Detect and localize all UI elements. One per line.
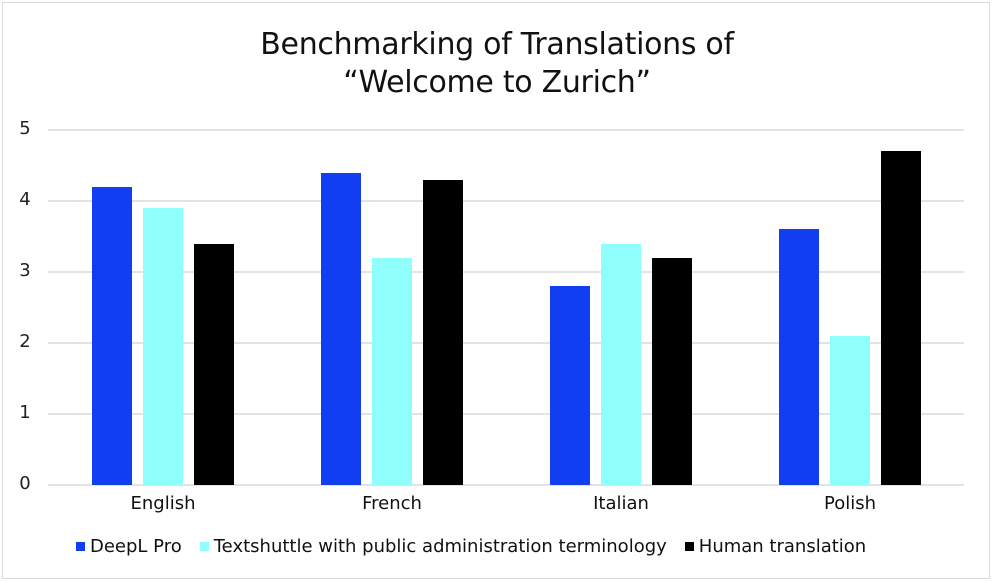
y-tick-label: 3: [19, 260, 31, 281]
bar: [194, 243, 234, 485]
bar: [881, 151, 921, 485]
y-tick-label: 2: [19, 331, 31, 352]
bar: [779, 229, 819, 485]
y-tick-label: 0: [19, 473, 31, 494]
y-tick-label: 5: [19, 118, 31, 139]
bar: [423, 179, 463, 485]
legend-item-textshuttle: Textshuttle with public administration t…: [199, 536, 667, 557]
legend-label: Human translation: [698, 536, 867, 557]
legend-item-human: Human translation: [684, 536, 867, 557]
x-category-label: French: [362, 493, 422, 514]
chart-title-line-2: “Welcome to Zurich”: [343, 65, 651, 100]
gridline: [48, 129, 964, 131]
bar: [143, 208, 183, 485]
gridline: [48, 342, 964, 344]
legend-swatch-icon: [76, 542, 85, 551]
y-tick-label: 1: [19, 402, 31, 423]
gridline: [48, 200, 964, 202]
chart-title: Benchmarking of Translations of “Welcome…: [0, 26, 994, 102]
legend-label: DeepL Pro: [90, 536, 182, 557]
chart-title-line-1: Benchmarking of Translations of: [260, 27, 734, 62]
bar: [92, 186, 132, 485]
bar: [601, 243, 641, 485]
y-tick-label: 4: [19, 189, 31, 210]
gridline: [48, 271, 964, 273]
x-category-label: Polish: [823, 493, 876, 514]
gridline: [48, 484, 964, 486]
bar: [652, 257, 692, 485]
legend-swatch-icon: [684, 542, 694, 551]
gridline: [48, 413, 964, 415]
legend-swatch-icon: [199, 542, 209, 551]
bar: [372, 257, 412, 485]
bar: [321, 172, 361, 485]
x-category-label: English: [130, 493, 196, 514]
bar: [550, 286, 590, 485]
legend: DeepL Pro Textshuttle with public admini…: [76, 536, 884, 557]
legend-item-deepl: DeepL Pro: [76, 536, 182, 557]
x-category-label: Italian: [593, 493, 649, 514]
legend-label: Textshuttle with public administration t…: [213, 536, 667, 557]
bar: [830, 335, 870, 485]
